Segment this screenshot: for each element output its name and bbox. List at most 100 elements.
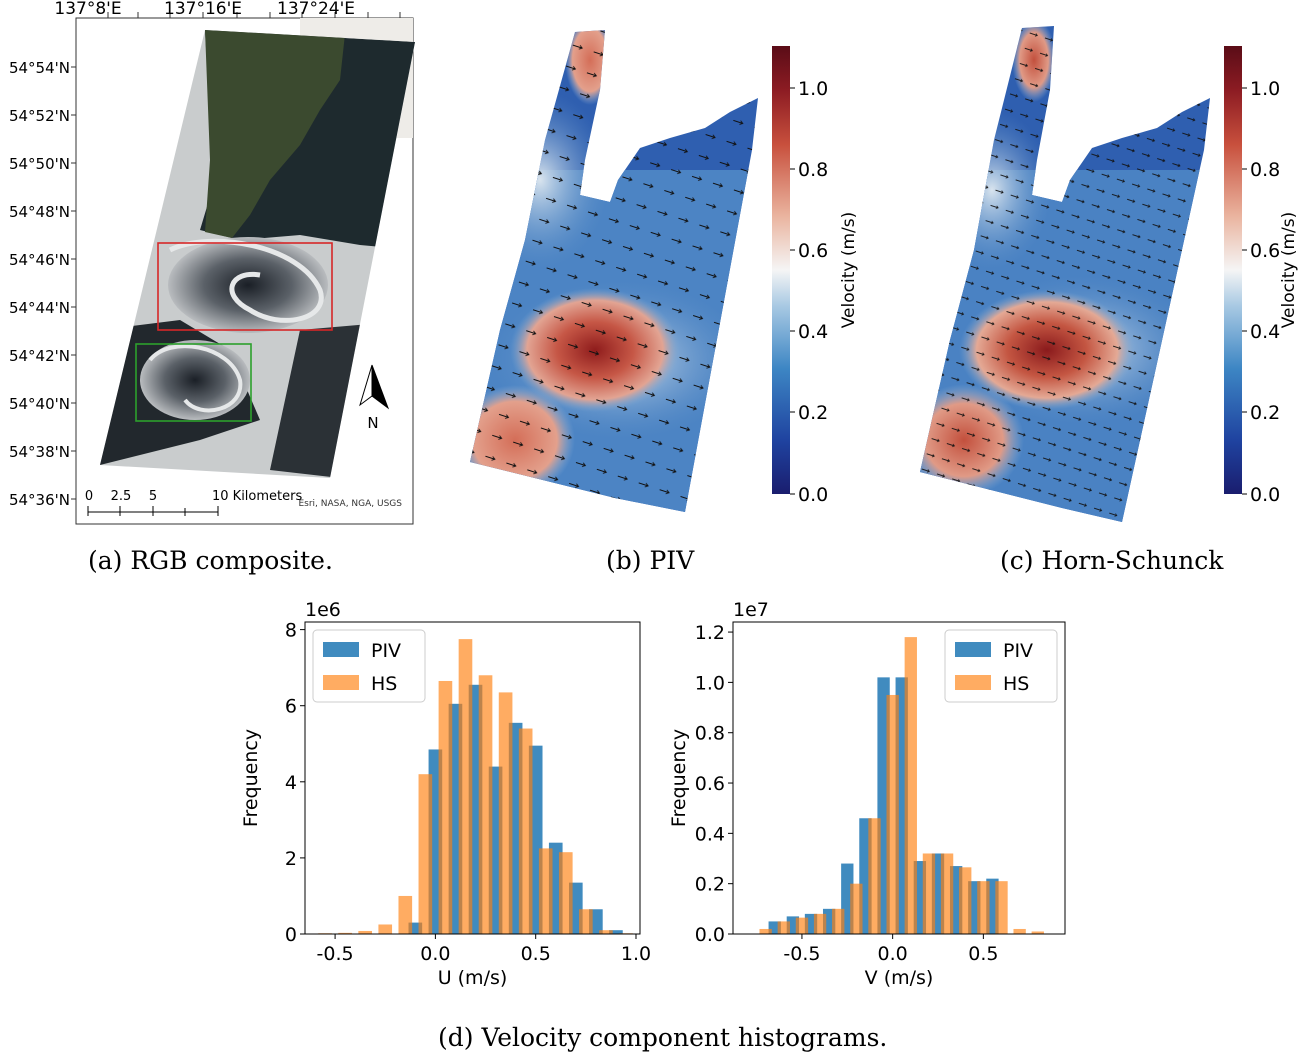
colorbar-tick: 0.8 <box>1250 159 1280 181</box>
histogram-bar <box>1013 928 1026 934</box>
scale-label: 0 <box>85 489 93 504</box>
x-tick-label: 0.5 <box>968 943 998 965</box>
caption-b: (b) PIV <box>606 546 695 575</box>
legend-label: HS <box>371 673 397 695</box>
lon-tick-label: 137°24'E <box>277 0 355 19</box>
legend-box <box>944 629 1058 703</box>
y-tick-label: 0.8 <box>695 723 725 745</box>
colorbar-tick: 0.0 <box>798 484 828 506</box>
lon-tick-label: 137°16'E <box>164 0 242 19</box>
histogram-u: -0.5 0.0 0.5 1.0 0 2 4 6 8 1e6 U (m/s) Frequency PIV… <box>240 599 651 989</box>
legend-label: PIV <box>371 640 401 662</box>
histogram-v: -0.5 0.0 0.5 0.0 0.2 0.4 0.6 0.8 1.0 1.2 1e7 V (m/s… <box>668 599 1066 989</box>
lat-tick-label: 54°50'N <box>9 155 70 173</box>
histogram-bar <box>813 913 827 934</box>
region-box-green <box>135 343 252 422</box>
y-tick-label: 6 <box>285 696 297 718</box>
histogram-bar <box>832 908 845 934</box>
histogram-bar <box>995 881 1008 934</box>
y-tick-label: 1.0 <box>695 672 725 694</box>
y-tick-label: 0.0 <box>695 924 725 946</box>
histogram-bar <box>518 728 533 934</box>
histogram-bar <box>795 917 809 934</box>
lat-tick-label: 54°54'N <box>9 59 70 77</box>
x-axis-label: U (m/s) <box>438 967 508 989</box>
histogram-bar <box>498 692 513 934</box>
plot-frame <box>304 621 641 935</box>
legend-swatch <box>955 675 991 690</box>
piv-velocity-map <box>470 30 758 512</box>
scale-bar <box>87 506 219 516</box>
plot-frame <box>732 621 1066 935</box>
lat-tick-label: 54°48'N <box>9 203 70 221</box>
colorbar-gradient <box>1224 46 1242 494</box>
caption-c: (c) Horn-Schunck <box>1000 546 1224 575</box>
histogram-bar <box>338 932 352 934</box>
histogram-bar <box>868 818 881 934</box>
colorbar-label: Velocity (m/s) <box>839 212 859 329</box>
piv-colorbar: 0.0 0.2 0.4 0.6 0.8 1.0 Velocity (m/s) <box>772 46 859 506</box>
histogram-bar <box>759 928 772 934</box>
x-tick-label: 0.0 <box>420 943 450 965</box>
colorbar-tick: 0.2 <box>798 402 828 424</box>
piv-panel: 0.0 0.2 0.4 0.6 0.8 1.0 Velocity (m/s) <box>460 20 860 520</box>
x-tick-label: -0.5 <box>783 943 820 965</box>
scale-label: 2.5 <box>111 489 132 504</box>
y-tick-label: 0 <box>285 924 297 946</box>
legend-swatch <box>323 675 359 690</box>
histogram-bar <box>408 922 423 934</box>
colorbar-tick: 0.6 <box>1250 240 1280 262</box>
lat-tick-label: 54°38'N <box>9 443 70 461</box>
caption-d: (d) Velocity component histograms. <box>438 1023 888 1052</box>
scale-label: 5 <box>149 489 157 504</box>
histogram-bar <box>904 637 917 934</box>
histogram-bar <box>922 853 936 934</box>
histogram-bar <box>850 883 863 934</box>
lon-tick-label: 137°8'E <box>54 0 121 19</box>
map-attribution: Esri, NASA, NGA, USGS <box>298 499 402 509</box>
histogram-bar <box>558 852 573 934</box>
x-tick-label: 0.5 <box>521 943 551 965</box>
y-tick-label: 0.4 <box>695 823 725 845</box>
histogram-bar <box>940 853 954 934</box>
histogram-bar <box>977 881 990 934</box>
histogram-bar <box>886 694 899 934</box>
y-tick-label: 1.2 <box>695 622 725 644</box>
horn-schunck-colorbar: 0.0 0.2 0.4 0.6 0.8 1.0 Velocity (m/s) <box>1224 46 1299 506</box>
colorbar-tick: 0.4 <box>1250 321 1280 343</box>
colorbar-label: Velocity (m/s) <box>1279 212 1299 329</box>
x-tick-label: 0.0 <box>878 943 908 965</box>
region-box-red <box>157 242 333 331</box>
y-tick-label: 8 <box>285 620 297 642</box>
colorbar-tick: 0.6 <box>798 240 828 262</box>
histogram-bar <box>378 924 393 934</box>
legend-swatch <box>955 642 991 657</box>
legend-label: HS <box>1003 673 1029 695</box>
lat-tick-label: 54°42'N <box>9 347 70 365</box>
lat-tick-label: 54°36'N <box>9 491 70 509</box>
x-axis-label: V (m/s) <box>865 967 934 989</box>
legend-label: PIV <box>1003 640 1033 662</box>
y-axis-label: Frequency <box>668 729 690 827</box>
offset-text: 1e6 <box>305 599 341 621</box>
colorbar-tick: 0.0 <box>1250 484 1280 506</box>
rgb-composite-map: 137°8'E 137°16'E 137°24'E 54°54'N 54°52'… <box>9 0 415 525</box>
scale-label: 10 Kilometers <box>212 489 302 504</box>
y-axis-label: Frequency <box>240 729 262 827</box>
colorbar-gradient <box>772 46 790 494</box>
y-tick-label: 0.6 <box>695 773 725 795</box>
horn-schunck-panel: 0.0 0.2 0.4 0.6 0.8 1.0 Velocity (m/s) <box>912 20 1300 530</box>
histogram-bar <box>438 680 453 934</box>
colorbar-tick: 0.8 <box>798 159 828 181</box>
histogram-bar <box>1031 931 1044 934</box>
y-tick-label: 2 <box>285 848 297 870</box>
x-tick-label: 1.0 <box>621 943 651 965</box>
lat-tick-label: 54°52'N <box>9 107 70 125</box>
colorbar-tick: 0.2 <box>1250 402 1280 424</box>
histogram-bar <box>599 930 613 934</box>
y-tick-label: 0.2 <box>695 874 725 896</box>
histogram-bar <box>458 639 473 934</box>
caption-a: (a) RGB composite. <box>88 546 333 575</box>
offset-text: 1e7 <box>733 599 769 621</box>
horn-schunck-velocity-map <box>920 26 1210 522</box>
